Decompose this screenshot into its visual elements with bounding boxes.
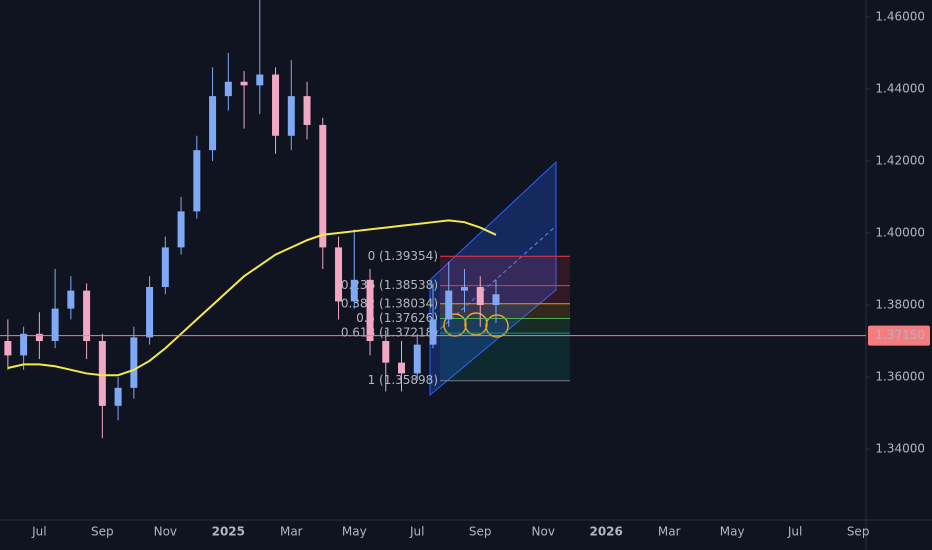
candle-body <box>4 341 12 356</box>
price-label-box <box>868 325 930 346</box>
candle-body <box>460 287 468 291</box>
x-tick-label: Sep <box>91 525 114 539</box>
candle-body <box>335 247 343 302</box>
moving-average <box>7 219 497 377</box>
candle-body <box>177 211 185 248</box>
fib-zone <box>440 285 570 304</box>
candle-body <box>130 337 138 388</box>
candle-body <box>83 290 91 342</box>
candle-body <box>413 344 421 374</box>
y-tick-label: 1.42000 <box>875 153 925 167</box>
x-tick-label: 2025 <box>212 525 245 539</box>
candle-body <box>161 247 169 288</box>
candle-body <box>51 308 59 342</box>
candle-body <box>303 96 311 125</box>
candle-body <box>256 74 264 86</box>
x-tick-label: Jul <box>787 525 802 539</box>
candle-body <box>209 96 217 151</box>
regression-channel <box>429 160 557 397</box>
x-tick-label: May <box>342 525 367 539</box>
fib-zone <box>440 256 570 286</box>
y-tick-label: 1.38000 <box>875 298 925 312</box>
candle-body <box>98 341 106 406</box>
candle-body <box>20 333 28 356</box>
fib-label: 0.382 (1.38034) <box>341 296 438 310</box>
x-tick-label: Nov <box>154 525 177 539</box>
candle-body <box>429 319 437 345</box>
candle-body <box>287 96 295 136</box>
candle-body <box>382 341 390 363</box>
y-tick-label: 1.36000 <box>875 370 925 384</box>
highlight-circle <box>485 314 509 338</box>
x-tick-label: Sep <box>469 525 492 539</box>
x-tick-label: Mar <box>280 525 303 539</box>
x-tick-label: Mar <box>658 525 681 539</box>
candle-body <box>476 287 484 306</box>
candle-body <box>366 279 374 342</box>
candle-body <box>445 290 453 320</box>
x-tick-label: Sep <box>847 525 870 539</box>
candle-body <box>193 150 201 212</box>
y-tick-label: 1.40000 <box>875 225 925 239</box>
x-tick-label: Jul <box>409 525 424 539</box>
candle-body <box>240 81 248 86</box>
fib-label: 0 (1.39354) <box>368 249 438 263</box>
candle-body <box>272 74 280 136</box>
x-tick-label: 2026 <box>589 525 622 539</box>
candle-body <box>224 81 232 97</box>
x-tick-label: Jul <box>31 525 46 539</box>
candle-body <box>114 387 122 406</box>
y-tick-label: 1.46000 <box>875 9 925 23</box>
candle-body <box>35 333 43 342</box>
x-tick-label: May <box>720 525 745 539</box>
y-tick-label: 1.34000 <box>875 442 925 456</box>
fib-zone <box>440 318 570 334</box>
x-tick-label: Nov <box>532 525 555 539</box>
fib-label: 0.5 (1.37626) <box>356 311 438 325</box>
candle-body <box>146 287 154 338</box>
fib-label: 0.618 (1.37218) <box>341 326 438 340</box>
price-label: 1.37150 <box>875 328 925 342</box>
highlight-circle <box>464 312 488 336</box>
candle-body <box>492 294 500 306</box>
fib-zone <box>440 303 570 319</box>
candle-body <box>67 290 75 309</box>
fib-zone <box>440 333 570 381</box>
candle-body <box>350 279 358 302</box>
fib-label: 0.236 (1.38538) <box>341 278 438 292</box>
y-tick-label: 1.44000 <box>875 81 925 95</box>
fib-label: 1 (1.35898) <box>368 373 438 387</box>
candle-body <box>319 124 327 248</box>
candle-body <box>398 362 406 374</box>
